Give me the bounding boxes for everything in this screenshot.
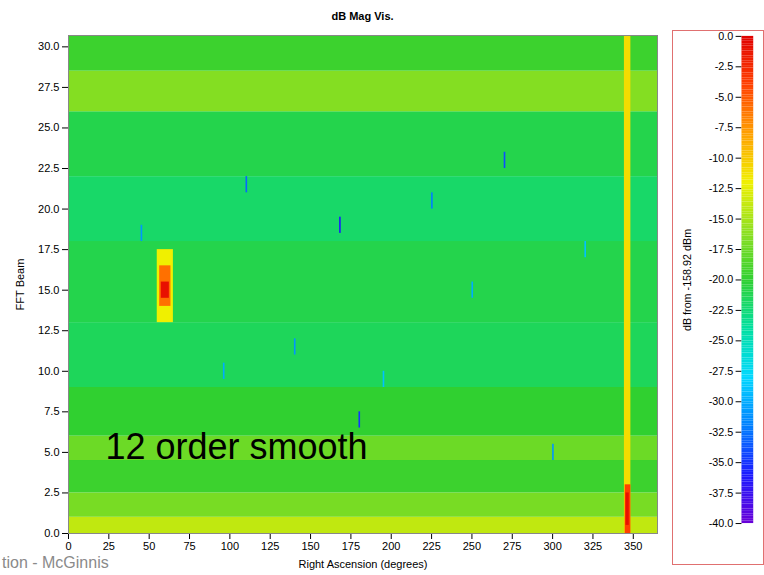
svg-text:20.0: 20.0	[38, 203, 59, 215]
svg-text:125: 125	[261, 540, 279, 552]
html-text:dB Mag Vis.: dB Mag Vis.	[331, 10, 394, 22]
svg-text:50: 50	[143, 540, 155, 552]
svg-text:-15.0: -15.0	[709, 213, 734, 225]
svg-text:300: 300	[543, 540, 561, 552]
svg-text:-17.5: -17.5	[709, 243, 734, 255]
svg-text:-5.0: -5.0	[715, 91, 734, 103]
svg-text:12.5: 12.5	[38, 324, 59, 336]
svg-text:-32.5: -32.5	[709, 426, 734, 438]
svg-text:10.0: 10.0	[38, 365, 59, 377]
svg-text:Right Ascension (degrees): Right Ascension (degrees)	[298, 558, 427, 570]
svg-text:-12.5: -12.5	[709, 182, 734, 194]
svg-text:-10.0: -10.0	[709, 152, 734, 164]
svg-text:5.0: 5.0	[44, 446, 59, 458]
svg-text:350: 350	[624, 540, 642, 552]
svg-text:-7.5: -7.5	[715, 121, 734, 133]
svg-text:dB from -158.92 dBm: dB from -158.92 dBm	[681, 229, 693, 331]
html-text:tion - McGinnis: tion - McGinnis	[2, 554, 109, 571]
svg-text:27.5: 27.5	[38, 81, 59, 93]
svg-text:-27.5: -27.5	[709, 365, 734, 377]
svg-text:0.0: 0.0	[44, 527, 59, 539]
svg-text:-22.5: -22.5	[709, 304, 734, 316]
svg-text:0.0: 0.0	[718, 30, 733, 42]
svg-text:12 order smooth: 12 order smooth	[106, 426, 368, 467]
svg-text:-37.5: -37.5	[709, 487, 734, 499]
svg-text:275: 275	[503, 540, 521, 552]
svg-text:30.0: 30.0	[38, 40, 59, 52]
svg-text:22.5: 22.5	[38, 162, 59, 174]
svg-text:FFT Beam: FFT Beam	[14, 259, 26, 311]
svg-text:0: 0	[65, 540, 71, 552]
svg-text:325: 325	[584, 540, 602, 552]
svg-text:7.5: 7.5	[44, 405, 59, 417]
svg-text:250: 250	[463, 540, 481, 552]
svg-text:75: 75	[183, 540, 195, 552]
svg-text:15.0: 15.0	[38, 284, 59, 296]
svg-text:100: 100	[221, 540, 239, 552]
svg-text:-20.0: -20.0	[709, 273, 734, 285]
svg-text:-40.0: -40.0	[709, 517, 734, 529]
svg-text:175: 175	[342, 540, 360, 552]
svg-text:-30.0: -30.0	[709, 395, 734, 407]
svg-text:-25.0: -25.0	[709, 334, 734, 346]
svg-text:200: 200	[382, 540, 400, 552]
svg-text:-2.5: -2.5	[715, 60, 734, 72]
svg-text:-35.0: -35.0	[709, 456, 734, 468]
svg-text:25.0: 25.0	[38, 121, 59, 133]
svg-text:225: 225	[422, 540, 440, 552]
svg-text:2.5: 2.5	[44, 486, 59, 498]
svg-text:25: 25	[103, 540, 115, 552]
svg-text:17.5: 17.5	[38, 243, 59, 255]
svg-text:150: 150	[301, 540, 319, 552]
